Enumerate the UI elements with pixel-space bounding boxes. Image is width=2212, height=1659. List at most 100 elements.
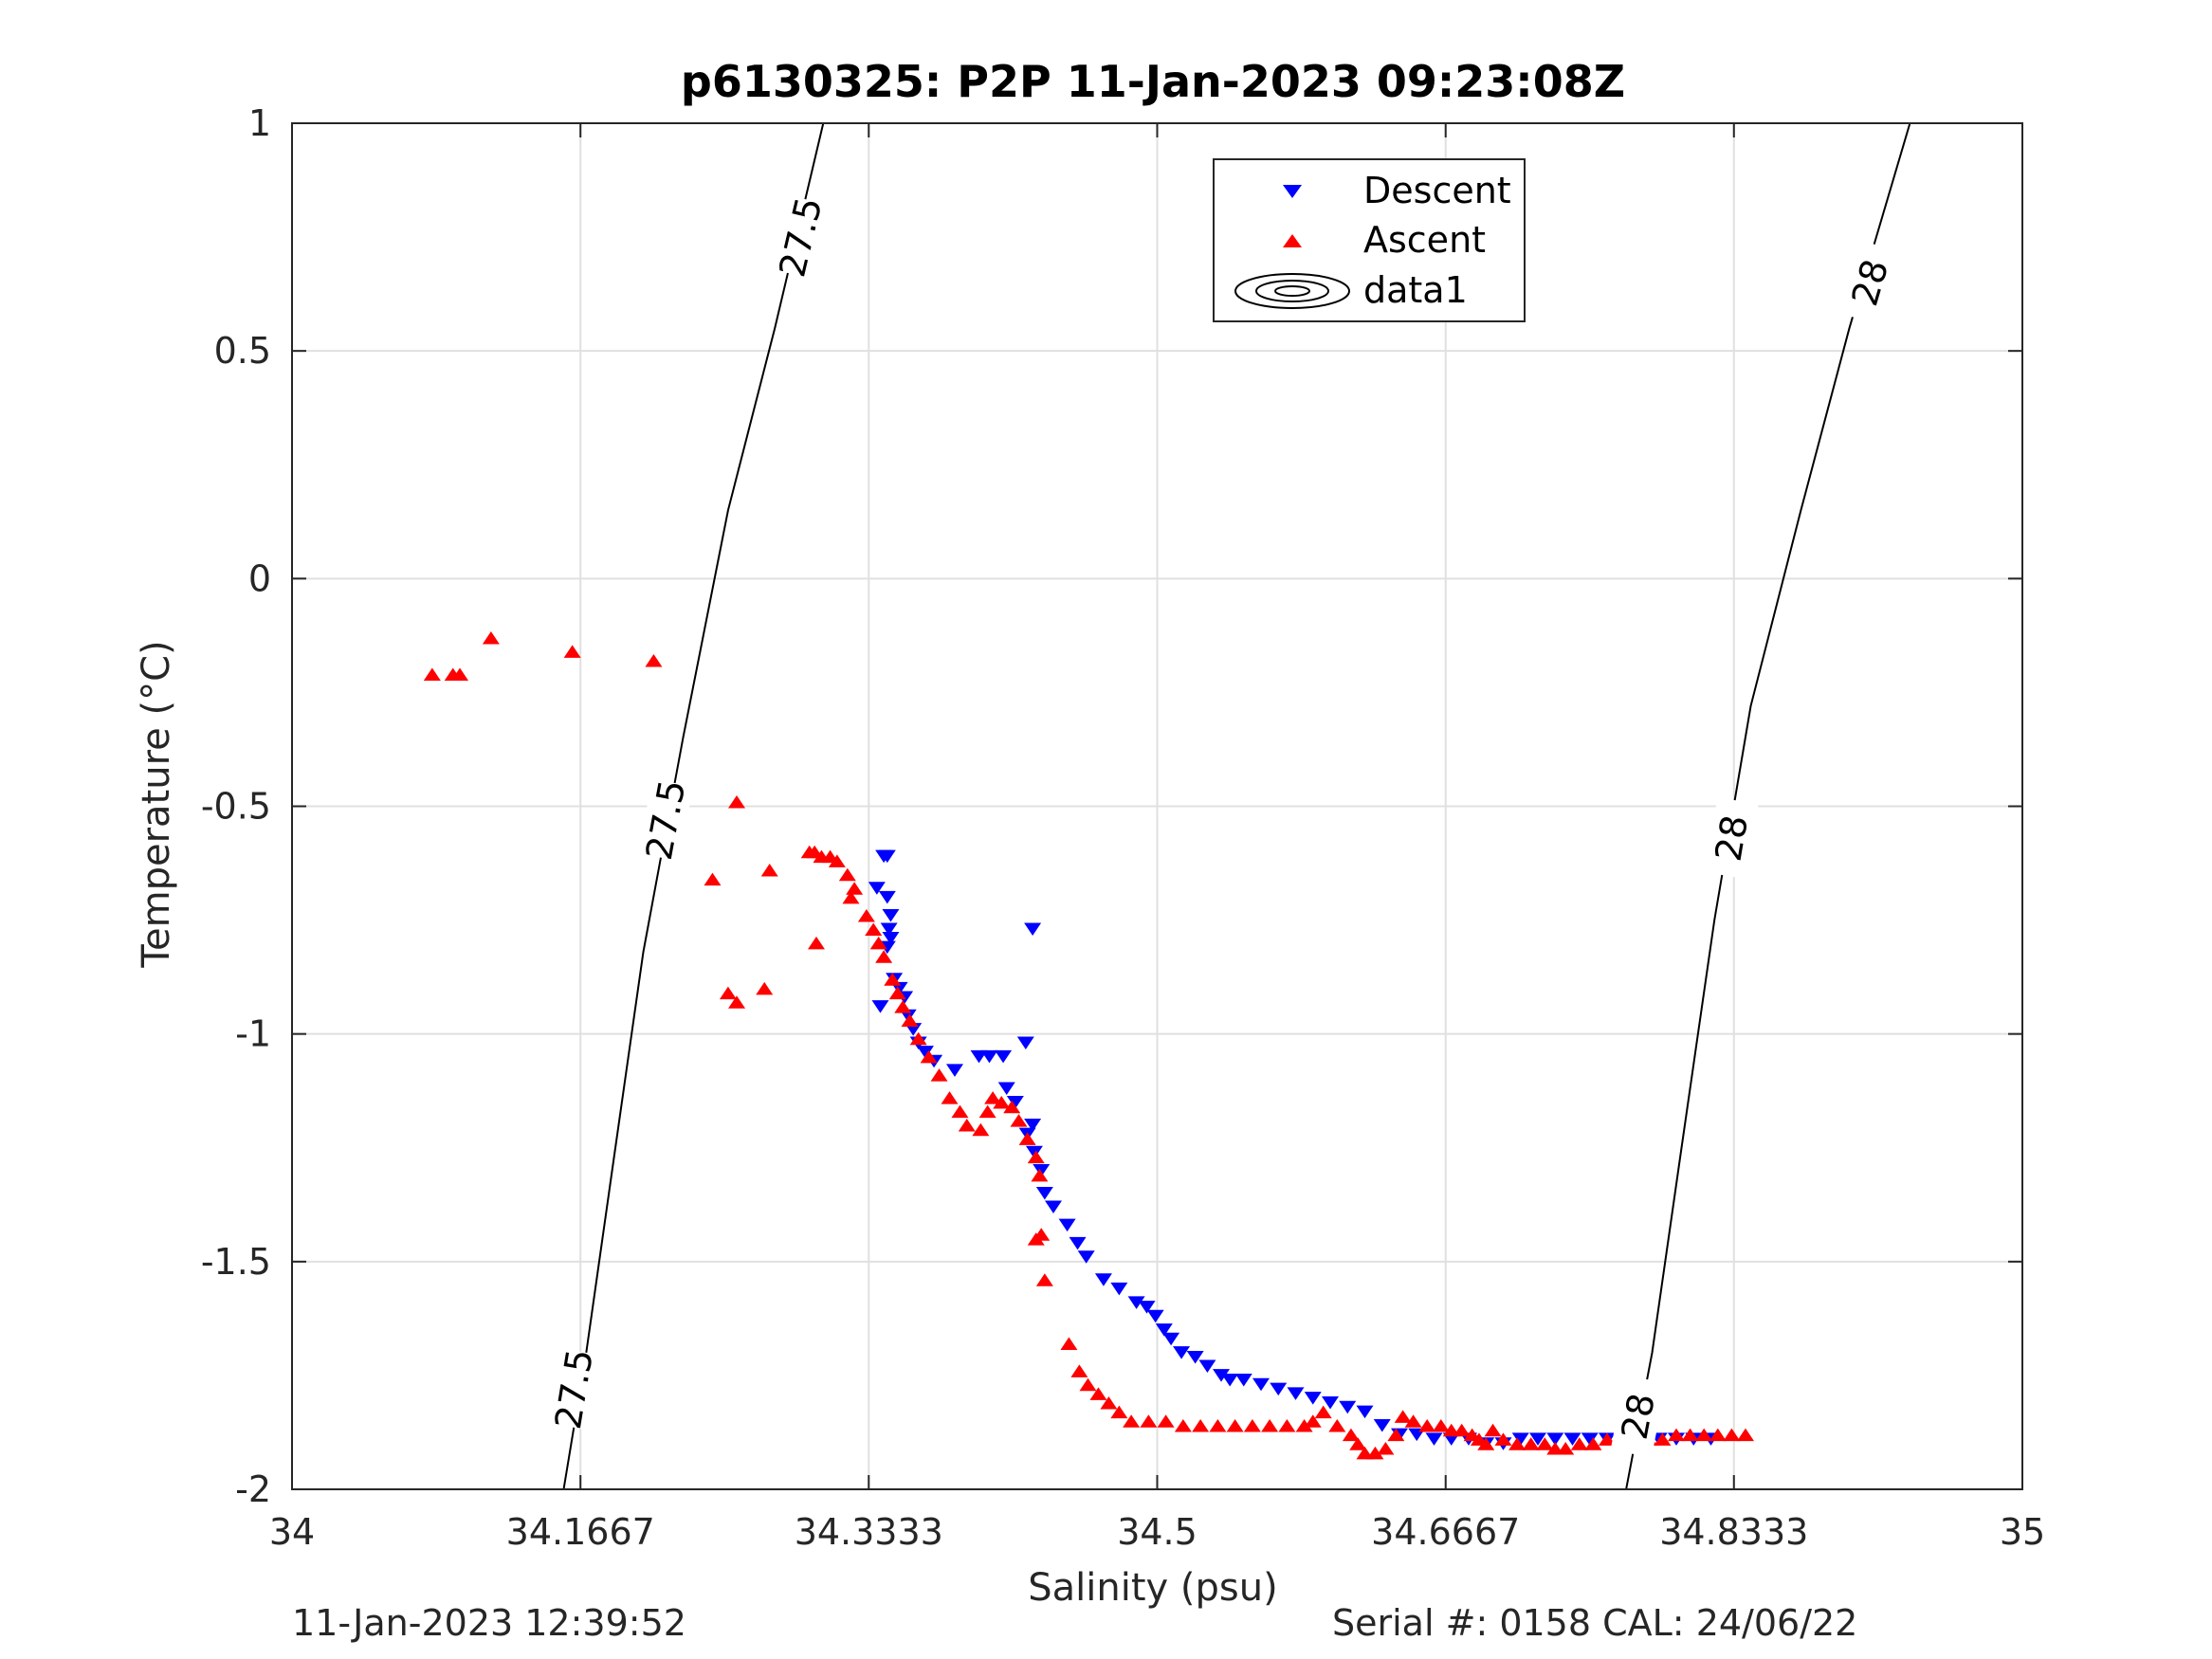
ascent-point	[920, 1049, 938, 1064]
ascent-point	[1342, 1428, 1360, 1442]
chart-title: p6130325: P2P 11-Jan-2023 09:23:08Z	[681, 56, 1625, 107]
ascent-point	[1557, 1442, 1575, 1455]
legend-descent-marker	[1283, 185, 1302, 198]
x-tick-label: 34.1667	[506, 1511, 655, 1553]
ascent-point	[1033, 1228, 1051, 1241]
ascent-point	[888, 986, 906, 1000]
descent-point	[1270, 1382, 1288, 1396]
ascent-point	[1453, 1423, 1471, 1437]
ascent-point	[1243, 1419, 1261, 1432]
ascent-point	[875, 950, 893, 963]
descent-point	[1511, 1432, 1529, 1446]
descent-point	[1077, 1250, 1095, 1264]
ascent-point	[1366, 1446, 1384, 1460]
descent-point	[997, 1082, 1015, 1096]
ascent-point	[1599, 1432, 1616, 1446]
ascent-point	[563, 645, 581, 658]
ascent-point	[901, 1013, 919, 1028]
ascent-point	[1432, 1419, 1450, 1432]
x-tick-label: 34.5	[1117, 1511, 1197, 1553]
ascent-point	[1570, 1437, 1588, 1450]
descent-point	[1221, 1373, 1239, 1387]
ascent-point	[1123, 1414, 1141, 1428]
legend-descent-label: Descent	[1363, 170, 1511, 211]
descent-point	[1069, 1236, 1087, 1250]
ascent-point	[978, 1104, 996, 1119]
ascent-point	[993, 1095, 1011, 1109]
ascent-point	[1209, 1419, 1227, 1432]
contour-label-text: 28	[1708, 812, 1756, 865]
y-tick-labels: 1 0.5 0 -0.5 -1 -1.5 -2	[201, 102, 271, 1510]
ascent-point	[846, 882, 864, 895]
descent-point	[1186, 1350, 1204, 1364]
ascent-point	[1100, 1395, 1118, 1410]
descent-point	[1581, 1432, 1599, 1446]
x-axis-label: Salinity (psu)	[1028, 1566, 1277, 1610]
descent-point	[1162, 1332, 1180, 1346]
ascent-point	[1377, 1442, 1395, 1455]
descent-point	[1045, 1200, 1062, 1213]
ascent-point	[1010, 1114, 1028, 1127]
descent-point	[1094, 1273, 1112, 1286]
descent-point	[1025, 1145, 1043, 1159]
descent-point	[1304, 1392, 1322, 1405]
ascent-point	[728, 794, 746, 809]
ascent-point	[1668, 1428, 1685, 1442]
footer-timestamp: 11-Jan-2023 12:39:52	[292, 1602, 686, 1644]
ascent-point	[972, 1122, 990, 1137]
descent-point	[980, 1049, 998, 1064]
descent-point	[1024, 1118, 1042, 1132]
ascent-point	[451, 667, 469, 681]
descent-point	[1146, 1309, 1164, 1323]
y-tick-label: 0	[248, 557, 271, 599]
x-tick-labels: 34 34.1667 34.3333 34.5 34.6667 34.8333 35	[269, 1511, 2045, 1553]
descent-point	[1155, 1323, 1173, 1337]
ascent-point	[1295, 1419, 1313, 1432]
descent-point	[945, 1064, 963, 1077]
legend: Descent Ascent data1	[1213, 158, 1526, 322]
ascent-point	[1328, 1419, 1346, 1432]
ascent-point	[1522, 1437, 1540, 1450]
y-tick-label: 0.5	[214, 330, 271, 372]
y-axis-label: Temperature (°C)	[135, 640, 178, 968]
descent-point	[1322, 1395, 1339, 1410]
ascent-point	[869, 936, 887, 950]
descent-point	[1035, 1187, 1053, 1200]
x-tick-label: 35	[2000, 1511, 2045, 1553]
descent-point	[1173, 1346, 1191, 1359]
ascent-point	[1681, 1428, 1699, 1442]
descent-point	[916, 1046, 934, 1059]
descent-point	[871, 1000, 889, 1013]
descent-point	[1425, 1432, 1443, 1446]
descent-point	[868, 882, 886, 895]
y-tick-label: -1.5	[201, 1241, 271, 1283]
ascent-point	[1089, 1387, 1107, 1400]
ascent-point	[1349, 1437, 1367, 1450]
ascent-point	[1654, 1432, 1672, 1446]
ascent-point	[1737, 1428, 1754, 1442]
ascent-point	[930, 1068, 948, 1082]
ascent-point	[1226, 1419, 1244, 1432]
ascent-point	[828, 854, 846, 867]
descent-point	[1024, 922, 1042, 936]
ascent-point	[704, 872, 722, 886]
contour-label: 28	[1610, 1375, 1666, 1458]
ascent-point	[1709, 1428, 1727, 1442]
x-tick-label: 34.3333	[795, 1511, 943, 1553]
legend-contour-icon	[1234, 273, 1350, 309]
ascent-point	[1584, 1437, 1602, 1450]
descent-point	[882, 932, 900, 945]
ascent-point	[1484, 1423, 1502, 1437]
y-tick-label: -2	[235, 1468, 271, 1510]
ascent-point	[728, 995, 746, 1009]
ascent-point	[958, 1118, 976, 1132]
ascent-point	[894, 1000, 912, 1013]
descent-point	[1373, 1419, 1391, 1432]
legend-data1-label: data1	[1363, 269, 1468, 311]
x-tick-label: 34.6667	[1371, 1511, 1520, 1553]
ascent-point	[423, 667, 441, 681]
ascent-point	[1003, 1100, 1021, 1114]
ascent-point	[1508, 1437, 1526, 1450]
